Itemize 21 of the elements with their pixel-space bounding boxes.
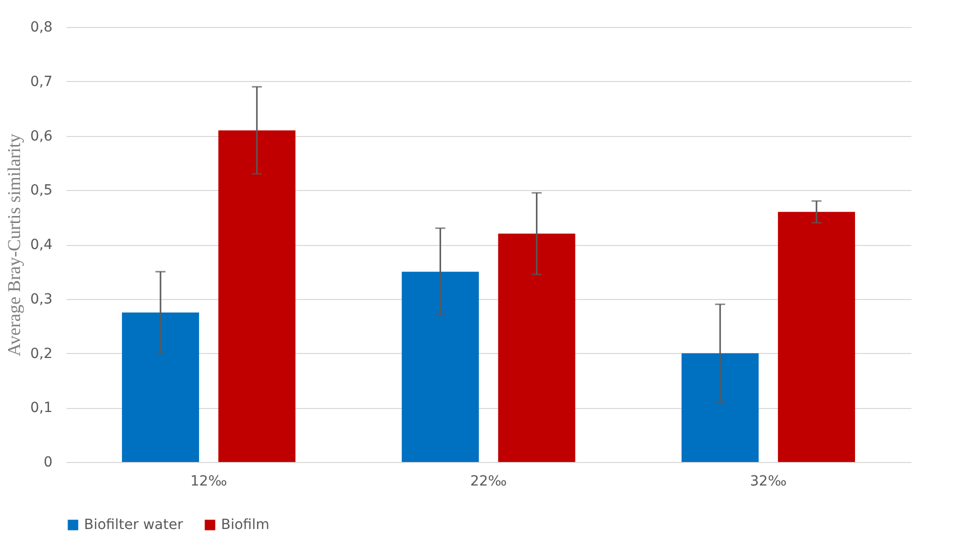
x-tick-label: 32‰ [750,474,787,490]
x-tick-label: 22‰ [470,474,508,490]
legend-label: Biofilm [221,517,270,533]
legend-label: Biofilter water [84,517,184,533]
y-tick-label: 0,7 [30,74,52,90]
y-tick-label: 0,4 [30,237,53,253]
y-tick-label: 0,2 [30,346,52,362]
x-tick-label: 12‰ [190,474,228,490]
bar [682,353,759,462]
y-tick-label: 0,5 [30,182,52,199]
y-tick-label: 0,8 [30,20,52,36]
y-tick-label: 0,3 [30,291,52,308]
y-tick-label: 0,6 [30,128,53,144]
y-tick-label: 0,1 [30,400,52,416]
bar [778,212,856,462]
y-tick-label: 0 [44,454,52,470]
bar [402,272,479,462]
bar [218,130,296,462]
y-axis-title: Average Bray-Curtis similarity [4,134,24,356]
bar [498,234,576,462]
bar [122,312,200,462]
